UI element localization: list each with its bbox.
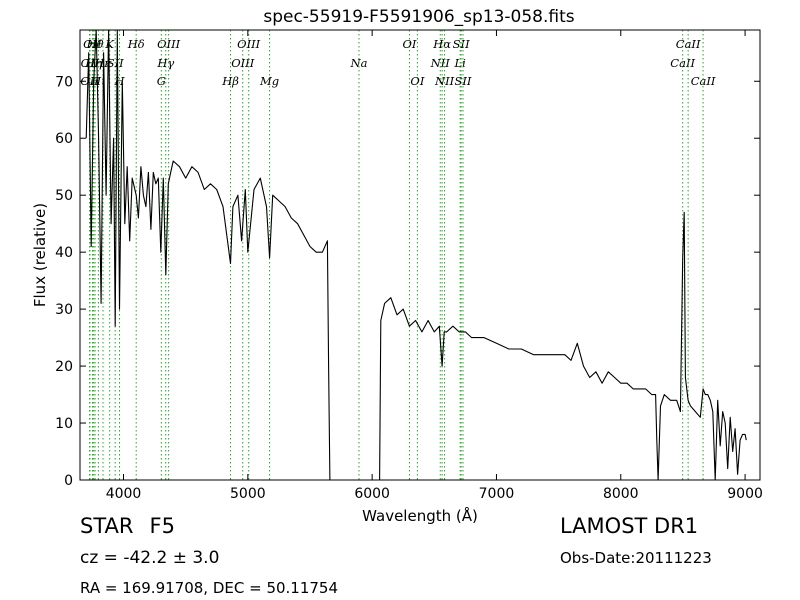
y-tick-label-1: 10 bbox=[55, 416, 73, 432]
marker-label-11: G bbox=[157, 74, 166, 88]
marker-label-16: OIII bbox=[237, 37, 261, 51]
chart-title: spec-55919-F5591906_sp13-058.fits bbox=[263, 7, 574, 27]
x-tick-label-0: 4000 bbox=[106, 486, 142, 502]
series-line-0 bbox=[85, 29, 747, 481]
y-tick-label-5: 50 bbox=[55, 188, 73, 204]
marker-label-12: Hγ bbox=[156, 56, 174, 70]
marker-label-21: NII bbox=[430, 56, 451, 70]
y-tick-label-6: 60 bbox=[55, 131, 73, 147]
marker-label-23: NII bbox=[434, 74, 455, 88]
plot-frame bbox=[79, 29, 761, 481]
marker-label-28: CaII bbox=[676, 37, 701, 51]
y-tick-label-7: 70 bbox=[55, 74, 73, 90]
marker-label-2: OII bbox=[83, 37, 102, 51]
object-subclass: F5 bbox=[149, 514, 175, 538]
marker-label-17: Mg bbox=[259, 74, 279, 88]
marker-label-10: Hδ bbox=[127, 37, 145, 51]
marker-label-18: Na bbox=[350, 56, 368, 70]
marker-label-7: K bbox=[104, 37, 115, 51]
marker-label-20: OI bbox=[410, 74, 424, 88]
x-tick-label-2: 6000 bbox=[354, 486, 390, 502]
marker-label-0: OII bbox=[80, 74, 99, 88]
marker-label-27: CaII bbox=[670, 56, 695, 70]
marker-label-9: H bbox=[114, 74, 126, 88]
marker-label-15: OIII bbox=[231, 56, 255, 70]
marker-label-24: Li bbox=[453, 56, 466, 70]
x-tick-label-1: 5000 bbox=[230, 486, 266, 502]
line-markers: OIIOIIOIIHηHθHιHκKSIIHHδGHγOIIIHβOIIIOII… bbox=[80, 30, 716, 480]
y-tick-label-2: 20 bbox=[55, 359, 73, 375]
observation-date: Obs-Date:20111223 bbox=[560, 549, 712, 567]
axis-ticks: 4000 5000 6000 7000 8000 9000 0 10 20 30 40 50 60 70 bbox=[55, 30, 763, 502]
x-tick-label-5: 9000 bbox=[727, 486, 763, 502]
survey-name: LAMOST DR1 bbox=[560, 514, 699, 538]
x-tick-label-3: 7000 bbox=[479, 486, 515, 502]
x-axis-label: Wavelength (Å) bbox=[362, 506, 478, 525]
y-tick-label-0: 0 bbox=[64, 473, 73, 489]
redshift-readout: cz = -42.2 ± 3.0 bbox=[80, 548, 220, 568]
y-tick-label-3: 30 bbox=[55, 302, 73, 318]
marker-label-4: Hθ bbox=[86, 37, 104, 51]
x-tick-label-4: 8000 bbox=[603, 486, 639, 502]
y-tick-label-4: 40 bbox=[55, 245, 73, 261]
marker-label-22: Hα bbox=[432, 37, 451, 51]
marker-label-6: Hκ bbox=[93, 56, 112, 70]
marker-label-29: CaII bbox=[691, 74, 716, 88]
marker-label-25: SII bbox=[453, 37, 470, 51]
coordinates-readout: RA = 169.91708, DEC = 50.11754 bbox=[80, 579, 339, 597]
marker-label-19: OI bbox=[402, 37, 416, 51]
spectral-class: STAR F5 bbox=[80, 514, 175, 538]
series-layer bbox=[85, 29, 747, 481]
y-axis-label: Flux (relative) bbox=[31, 203, 49, 307]
marker-label-14: Hβ bbox=[221, 74, 239, 88]
marker-label-26: SII bbox=[455, 74, 472, 88]
marker-label-13: OIII bbox=[157, 37, 181, 51]
object-class: STAR bbox=[80, 514, 134, 538]
